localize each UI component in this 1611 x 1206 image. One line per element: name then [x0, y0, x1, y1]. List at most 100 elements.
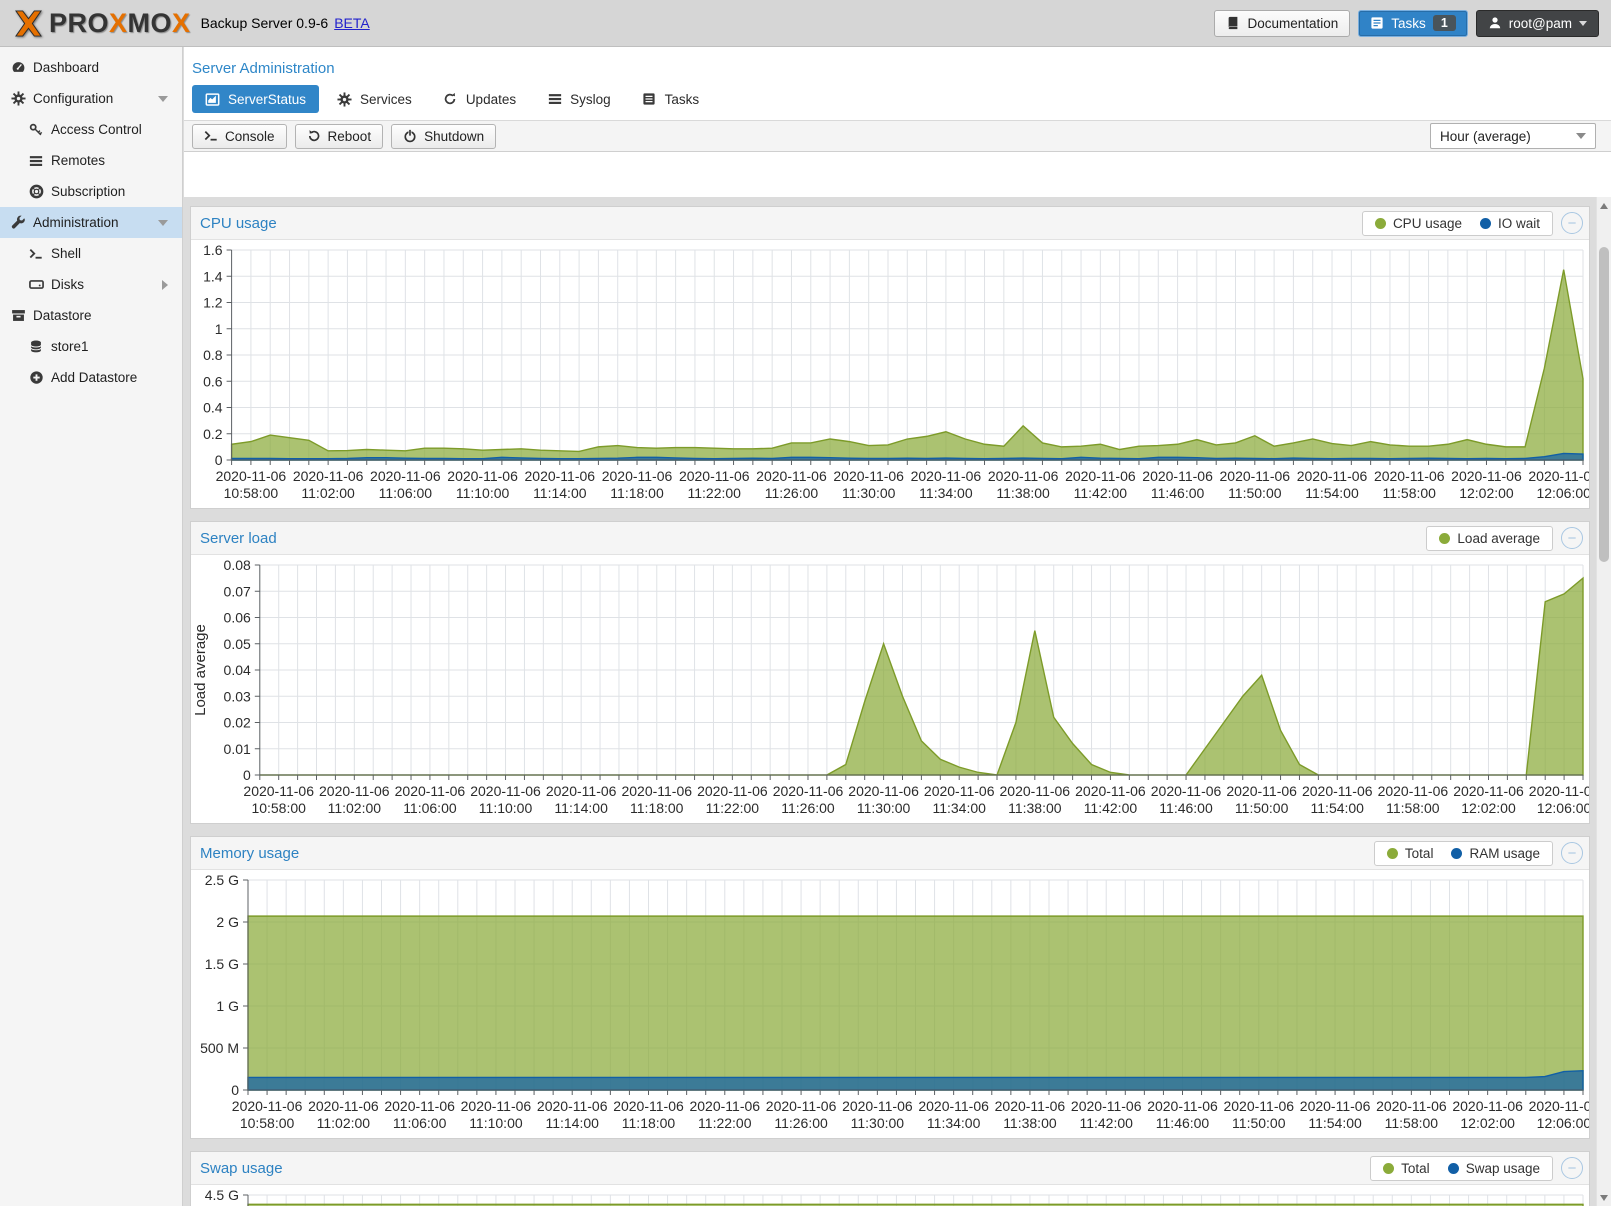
svg-text:11:26:00: 11:26:00 — [774, 1115, 828, 1131]
svg-text:2020-11-06: 2020-11-06 — [911, 468, 982, 484]
svg-text:2020-11-06: 2020-11-06 — [546, 783, 617, 799]
collapse-panel-button[interactable]: − — [1561, 842, 1583, 864]
svg-text:2020-11-06: 2020-11-06 — [1065, 468, 1136, 484]
tasks-button[interactable]: Tasks 1 — [1358, 10, 1467, 37]
panel-header: CPU usageCPU usage IO wait− — [191, 207, 1589, 240]
tab-tasks[interactable]: Tasks — [629, 85, 713, 113]
shutdown-button[interactable]: Shutdown — [391, 124, 496, 149]
sidebar-item-dashboard[interactable]: Dashboard — [0, 52, 182, 83]
memory-usage-panel: Memory usageTotalRAM usage−0500 M1 G1.5 … — [190, 836, 1590, 1139]
chevron-down-icon[interactable] — [158, 96, 168, 102]
memory-usage-chart: 0500 M1 G1.5 G2 G2.5 G2020-11-0610:58:00… — [191, 870, 1589, 1138]
svg-text:11:26:00: 11:26:00 — [781, 800, 835, 816]
proxmox-x-icon — [12, 9, 45, 38]
tasks-count-badge: 1 — [1433, 15, 1456, 31]
legend-item-io-wait[interactable]: IO wait — [1480, 216, 1540, 231]
svg-text:11:42:00: 11:42:00 — [1079, 1115, 1133, 1131]
main-region: Server Administration ServerStatusServic… — [184, 47, 1611, 1206]
list-icon — [547, 92, 562, 107]
svg-text:11:58:00: 11:58:00 — [1383, 485, 1437, 501]
svg-text:500 M: 500 M — [200, 1040, 239, 1056]
sidebar-item-administration[interactable]: Administration — [0, 207, 182, 238]
tasklist-icon — [642, 92, 657, 107]
svg-text:2020-11-06: 2020-11-06 — [447, 468, 518, 484]
sidebar-item-shell[interactable]: Shell — [0, 238, 182, 269]
svg-text:11:42:00: 11:42:00 — [1084, 800, 1138, 816]
scroll-content: CPU usageCPU usageIO wait−00.20.40.60.81… — [184, 197, 1611, 1206]
sidebar-item-datastore[interactable]: Datastore — [0, 300, 182, 331]
svg-text:2020-11-06: 2020-11-06 — [918, 1098, 989, 1114]
beta-link[interactable]: BETA — [334, 15, 370, 31]
svg-text:2020-11-06: 2020-11-06 — [319, 783, 390, 799]
reboot-button[interactable]: Reboot — [295, 124, 384, 149]
svg-text:2020-11-06: 2020-11-06 — [773, 783, 844, 799]
legend-item-ram-usage[interactable]: RAM usage — [1451, 846, 1540, 861]
legend-item-swap-usage[interactable]: Swap usage — [1448, 1161, 1540, 1176]
sidebar-item-access-control[interactable]: Access Control — [0, 114, 182, 145]
svg-text:2020-11-06: 2020-11-06 — [1374, 468, 1445, 484]
scroll-up-arrow[interactable] — [1597, 198, 1611, 213]
chevron-down-icon[interactable] — [158, 220, 168, 226]
sidebar-item-add-datastore[interactable]: Add Datastore — [0, 362, 182, 393]
svg-text:12:06:00: 12:06:00 — [1536, 485, 1589, 501]
series-color-dot — [1480, 218, 1491, 229]
console-button[interactable]: Console — [192, 124, 287, 149]
tab-updates[interactable]: Updates — [430, 85, 529, 113]
collapse-panel-button[interactable]: − — [1561, 527, 1583, 549]
svg-text:2020-11-06: 2020-11-06 — [525, 468, 596, 484]
list-icon — [28, 153, 44, 169]
sidebar-item-subscription[interactable]: Subscription — [0, 176, 182, 207]
svg-text:2020-11-06: 2020-11-06 — [1071, 1098, 1142, 1114]
cpu-usage-chart: 00.20.40.60.811.21.41.62020-11-0610:58:0… — [191, 240, 1589, 508]
scrollbar-thumb[interactable] — [1599, 247, 1609, 562]
sidebar-item-configuration[interactable]: Configuration — [0, 83, 182, 114]
svg-text:0.06: 0.06 — [224, 610, 251, 626]
svg-text:2020-11-06: 2020-11-06 — [689, 1098, 760, 1114]
vertical-scrollbar[interactable] — [1596, 197, 1611, 1206]
svg-text:2020-11-06: 2020-11-06 — [848, 783, 919, 799]
svg-text:11:30:00: 11:30:00 — [842, 485, 896, 501]
svg-text:2020-11-06: 2020-11-06 — [756, 468, 827, 484]
svg-text:0.07: 0.07 — [224, 583, 251, 599]
chevron-down-icon — [1579, 21, 1587, 26]
sidebar-item-disks[interactable]: Disks — [0, 269, 182, 300]
svg-text:2020-11-06: 2020-11-06 — [470, 783, 541, 799]
svg-text:12:06:00: 12:06:00 — [1537, 800, 1589, 816]
legend-item-total[interactable]: Total — [1387, 846, 1434, 861]
legend-item-total[interactable]: Total — [1383, 1161, 1430, 1176]
svg-text:2020-11-06: 2020-11-06 — [232, 1098, 303, 1114]
timeframe-select[interactable]: Hour (average) — [1430, 123, 1596, 149]
panel-title: Memory usage — [200, 845, 299, 862]
tab-syslog[interactable]: Syslog — [534, 85, 624, 113]
sidebar-item-remotes[interactable]: Remotes — [0, 145, 182, 176]
chevron-right-icon[interactable] — [162, 280, 168, 290]
svg-text:11:38:00: 11:38:00 — [1003, 1115, 1057, 1131]
svg-text:2020-11-06: 2020-11-06 — [995, 1098, 1066, 1114]
svg-text:2020-11-06: 2020-11-06 — [1151, 783, 1222, 799]
collapse-panel-button[interactable]: − — [1561, 212, 1583, 234]
svg-text:2020-11-06: 2020-11-06 — [1297, 468, 1368, 484]
svg-text:11:58:00: 11:58:00 — [1385, 1115, 1439, 1131]
documentation-button[interactable]: Documentation — [1214, 10, 1350, 37]
svg-text:2020-11-06: 2020-11-06 — [1223, 1098, 1294, 1114]
sidebar-item-store1[interactable]: store1 — [0, 331, 182, 362]
svg-text:2020-11-06: 2020-11-06 — [621, 783, 692, 799]
svg-text:2020-11-06: 2020-11-06 — [1528, 468, 1589, 484]
legend-item-load-average[interactable]: Load average — [1439, 531, 1540, 546]
svg-text:11:34:00: 11:34:00 — [919, 485, 973, 501]
scroll-down-arrow[interactable] — [1597, 1190, 1611, 1205]
svg-text:11:14:00: 11:14:00 — [545, 1115, 599, 1131]
svg-text:1.5 G: 1.5 G — [205, 956, 239, 972]
legend-item-cpu-usage[interactable]: CPU usage — [1375, 216, 1462, 231]
user-menu-button[interactable]: root@pam — [1476, 10, 1599, 37]
collapse-panel-button[interactable]: − — [1561, 1157, 1583, 1179]
svg-text:0: 0 — [231, 1082, 239, 1098]
disk-icon — [28, 277, 44, 293]
series-color-dot — [1439, 533, 1450, 544]
tab-serverstatus[interactable]: ServerStatus — [192, 85, 319, 113]
chart-legend: CPU usage IO wait — [1362, 211, 1553, 236]
svg-text:11:22:00: 11:22:00 — [706, 800, 760, 816]
svg-text:2020-11-06: 2020-11-06 — [1302, 783, 1373, 799]
svg-text:11:46:00: 11:46:00 — [1151, 485, 1205, 501]
tab-services[interactable]: Services — [324, 85, 425, 113]
